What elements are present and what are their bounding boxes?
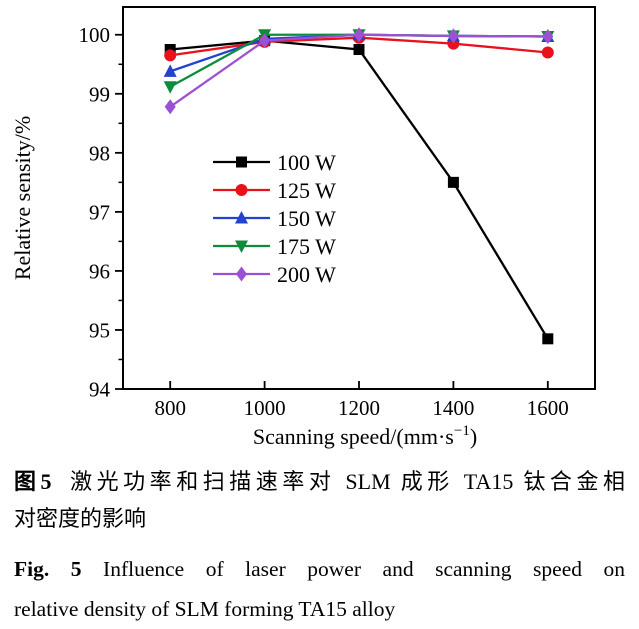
legend-label-100-w: 100 W	[277, 150, 336, 175]
x-tick-label: 800	[154, 396, 186, 420]
circle-marker	[541, 46, 554, 59]
diamond-marker	[259, 33, 271, 49]
legend-item-100-w: 100 W	[213, 150, 336, 175]
diamond-marker	[353, 27, 365, 43]
triangle-up-marker	[235, 211, 248, 224]
triangle-up-marker	[163, 64, 177, 77]
y-tick-label: 95	[89, 318, 110, 342]
square-marker	[542, 333, 554, 345]
legend-item-125-w: 125 W	[213, 178, 336, 203]
square-marker	[236, 156, 247, 168]
x-tick-label: 1400	[432, 396, 474, 420]
caption-english-line1: Fig. 5 Influence of laser power and scan…	[14, 549, 625, 589]
x-axis: 800 1000 1200 1400 1600 Scanning speed/(mm·s−…	[154, 381, 569, 449]
caption-english-line2: relative density of SLM forming TA15 all…	[14, 597, 396, 621]
legend-label-200-w: 200 W	[277, 262, 336, 287]
legend-label-175-w: 175 W	[277, 234, 336, 259]
x-tick-label: 1000	[244, 396, 286, 420]
square-marker	[353, 44, 365, 56]
caption-en-label: Fig. 5	[14, 557, 82, 581]
y-tick-label: 97	[89, 200, 110, 224]
y-tick-label: 96	[89, 259, 110, 283]
caption-zh-label: 图5	[14, 469, 52, 494]
series-markers-200-w	[164, 27, 554, 115]
legend-label-150-w: 150 W	[277, 206, 336, 231]
diamond-marker	[164, 99, 176, 115]
diamond-marker	[542, 29, 554, 45]
square-marker	[447, 176, 459, 188]
legend-item-200-w: 200 W	[213, 262, 336, 287]
legend-item-175-w: 175 W	[213, 234, 336, 259]
y-tick-label: 94	[89, 378, 111, 402]
caption-chinese-line1: 图5 激光功率和扫描速率对 SLM 成形 TA15 钛合金相	[14, 463, 625, 500]
circle-marker	[164, 49, 177, 62]
diamond-marker	[447, 28, 459, 44]
x-axis-title: Scanning speed/(mm·s−1)	[253, 423, 477, 449]
figure-captions: 图5 激光功率和扫描速率对 SLM 成形 TA15 钛合金相 对密度的影响 Fig…	[0, 457, 639, 629]
y-axis-title: Relative sensity/%	[10, 116, 35, 280]
y-axis: 94 95 96 97 98 99 100 Relative sensity/%	[10, 23, 123, 402]
x-tick-label: 1600	[527, 396, 569, 420]
caption-chinese-line2: 对密度的影响	[14, 506, 147, 531]
legend-item-150-w: 150 W	[213, 206, 336, 231]
line-chart: 94 95 96 97 98 99 100 Relative sensity/% 800 1000…	[10, 6, 596, 449]
circle-marker	[235, 184, 248, 196]
y-tick-label: 99	[89, 82, 110, 106]
caption-en-text1: Influence of laser power and scanning sp…	[103, 557, 626, 581]
diamond-marker	[236, 266, 247, 282]
caption-zh-text1: 激光功率和扫描速率对 SLM 成形 TA15 钛合金相	[65, 469, 625, 494]
legend: 100 W 125 W 150 W 175 W 200 W	[213, 150, 336, 287]
y-tick-label: 100	[79, 23, 111, 47]
triangle-down-marker	[235, 240, 248, 253]
x-tick-label: 1200	[338, 396, 380, 420]
legend-label-125-w: 125 W	[277, 178, 336, 203]
y-tick-label: 98	[89, 141, 110, 165]
triangle-down-marker	[163, 81, 177, 94]
